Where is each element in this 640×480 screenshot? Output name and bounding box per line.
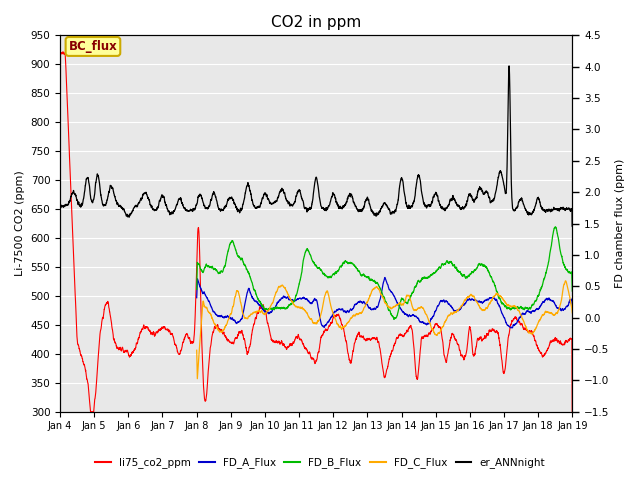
Y-axis label: Li-7500 CO2 (ppm): Li-7500 CO2 (ppm) [15, 170, 25, 276]
Y-axis label: FD chamber flux (ppm): FD chamber flux (ppm) [615, 159, 625, 288]
Text: BC_flux: BC_flux [68, 40, 117, 53]
Title: CO2 in ppm: CO2 in ppm [271, 15, 361, 30]
Legend: li75_co2_ppm, FD_A_Flux, FD_B_Flux, FD_C_Flux, er_ANNnight: li75_co2_ppm, FD_A_Flux, FD_B_Flux, FD_C… [91, 453, 549, 472]
